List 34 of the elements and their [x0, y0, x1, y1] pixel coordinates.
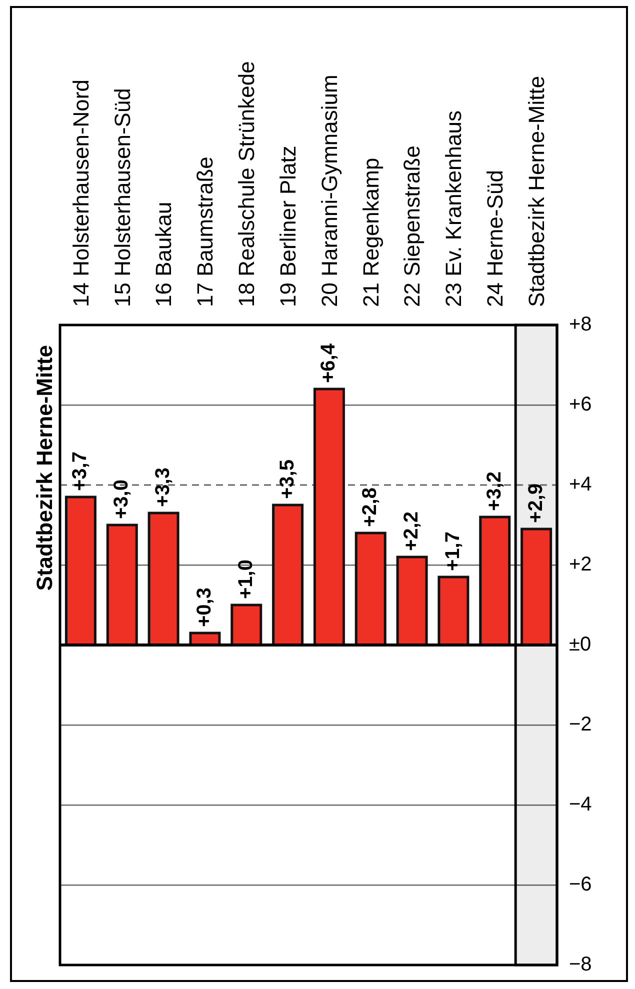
data-label: +1,0 [234, 560, 257, 599]
y-tick-label: −4 [569, 794, 592, 816]
data-label: +3,5 [276, 460, 298, 499]
y-tick-label: +4 [569, 474, 592, 496]
x-tick-label: 23 Ev. Krankenhaus [441, 110, 466, 307]
x-tick-label: 19 Berliner Platz [275, 146, 300, 307]
x-tick-label: 14 Holsterhausen-Nord [68, 80, 94, 307]
data-label: +0,3 [193, 588, 216, 627]
x-tick-label: Stadtbezirk Herne-Mitte [524, 76, 549, 307]
y-tick-label: −6 [569, 874, 592, 896]
data-label: +6,4 [318, 342, 340, 383]
data-label: +2,2 [400, 512, 423, 551]
x-tick-label: 22 Siepenstraße [400, 146, 425, 307]
x-tick-label: 20 Haranni-Gymnasium [316, 74, 342, 307]
data-label: +2,8 [359, 488, 382, 527]
x-tick-label: 24 Herne-Süd [482, 170, 508, 307]
x-tick-label: 16 Baukau [151, 202, 176, 307]
data-label: +3,3 [152, 468, 174, 507]
y-tick-label: −2 [569, 714, 592, 736]
y-tick-label: +8 [569, 314, 592, 336]
data-label: +1,7 [442, 532, 464, 571]
data-label: +3,0 [110, 480, 133, 519]
x-tick-label: 15 Holsterhausen-Süd [110, 88, 135, 307]
x-tick-label: 21 Regenkamp [358, 158, 384, 307]
text: Stadtbezirk Herne-Mitte [32, 345, 58, 591]
data-label: +3,2 [483, 472, 506, 511]
x-tick-label: 18 Realschule Strünkede [234, 61, 260, 307]
data-label: +3,7 [69, 452, 92, 491]
data-label: +2,9 [524, 484, 547, 523]
y-tick-label: +6 [569, 394, 592, 416]
x-tick-label: 17 Baumstraße [192, 156, 218, 307]
y-tick-label: +2 [569, 554, 592, 576]
y-tick-label: ±0 [569, 634, 592, 656]
y-tick-label: −8 [569, 954, 592, 976]
